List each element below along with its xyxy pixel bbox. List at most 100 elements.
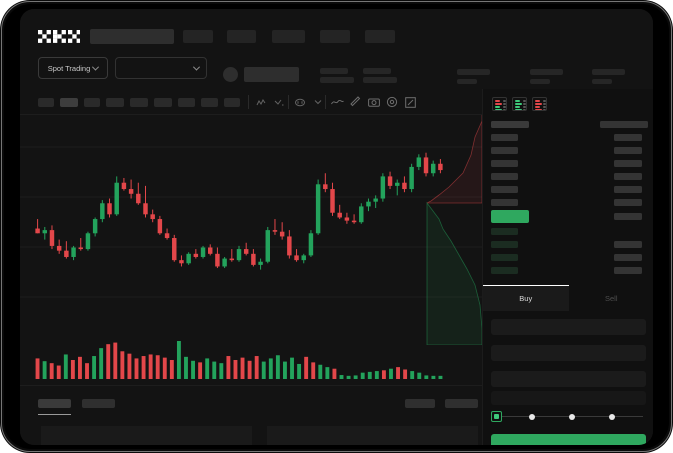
amount-field[interactable] (491, 371, 646, 387)
market-type-label: Spot Trading (47, 63, 91, 73)
tab-sell[interactable]: Sell (604, 294, 618, 303)
percent-slider-stop-75[interactable] (609, 413, 615, 420)
orderbook-ask-size (614, 186, 642, 193)
orderbook-ask-row[interactable] (491, 160, 518, 167)
orderbook-ask-size (614, 134, 642, 141)
orderbook-ask-size (614, 160, 642, 167)
top-navigation-bar (20, 9, 653, 47)
stat-6 (457, 79, 477, 84)
toolbar-divider (288, 95, 289, 109)
bottom-tab-active-underline (38, 414, 71, 416)
chart-gridlines (20, 146, 482, 298)
timeframe-3[interactable] (84, 98, 100, 107)
order-book-panel: Buy Sell (482, 89, 653, 445)
templates-icon[interactable] (293, 95, 307, 109)
orderbook-bid-row[interactable] (491, 254, 518, 261)
stat-9 (592, 69, 625, 75)
candlestick-series (35, 152, 443, 270)
order-form-tabs: Buy Sell (483, 285, 653, 311)
orderbook-ask-row[interactable] (491, 173, 518, 180)
price-chart[interactable] (20, 115, 482, 385)
timeframe-7[interactable] (178, 98, 195, 107)
orderbook-bid-size (614, 254, 642, 261)
stat-10 (592, 79, 612, 84)
orders-bottom-panel (20, 385, 482, 445)
orderbook-column-header (491, 121, 529, 128)
timeframe-1[interactable] (38, 98, 54, 107)
camera-icon[interactable] (367, 95, 381, 109)
stat-5 (457, 69, 490, 75)
orderbook-column-header (600, 121, 648, 128)
stat-1 (320, 68, 348, 74)
coin-avatar-icon (223, 67, 238, 82)
bottom-block-left (41, 426, 252, 445)
candlestick-chart-icon[interactable] (254, 95, 268, 109)
price-field[interactable] (491, 345, 646, 361)
trading-pair-selector[interactable] (115, 57, 207, 79)
toolbar-divider (325, 95, 326, 109)
stat-8 (530, 79, 550, 84)
percent-slider-handle[interactable] (491, 411, 502, 422)
tab-buy[interactable]: Buy (483, 285, 569, 311)
orderbook-bid-row[interactable] (491, 241, 518, 248)
line-chart-icon[interactable] (330, 95, 344, 109)
orderbook-ask-row[interactable] (491, 147, 518, 154)
orderbook-ask-row[interactable] (491, 199, 518, 206)
bottom-action-1[interactable] (405, 399, 435, 408)
orderbook-mode-asks-icon[interactable] (532, 97, 547, 111)
orderbook-ask-row[interactable] (491, 134, 518, 141)
bottom-tab-2[interactable] (82, 399, 115, 408)
stat-7 (530, 69, 563, 75)
nav-item-3[interactable] (272, 30, 305, 43)
timeframe-9[interactable] (224, 98, 240, 107)
orderbook-ask-size (614, 147, 642, 154)
indicators-icon[interactable] (272, 95, 286, 109)
percent-slider-stop-50[interactable] (569, 413, 575, 420)
toolbar-divider (248, 95, 249, 109)
total-field[interactable] (491, 391, 646, 405)
timeframe-6[interactable] (154, 98, 172, 107)
market-type-selector[interactable]: Spot Trading (38, 57, 108, 79)
timeframe-4[interactable] (106, 98, 124, 107)
order-type-field[interactable] (491, 319, 646, 335)
chevron-down-icon[interactable] (311, 95, 325, 109)
bottom-block-right (267, 426, 478, 445)
okx-logo-icon[interactable] (38, 30, 81, 43)
orderbook-ask-size (614, 173, 642, 180)
chevron-down-icon (92, 63, 100, 71)
stat-3 (363, 68, 391, 74)
orderbook-current-price (491, 210, 529, 223)
fullscreen-icon[interactable] (403, 95, 417, 109)
nav-item-1[interactable] (183, 30, 213, 43)
orderbook-current-size (614, 213, 642, 220)
orderbook-bid-size (614, 267, 642, 274)
stat-4 (363, 77, 397, 83)
search-field[interactable] (90, 29, 174, 44)
bottom-action-2[interactable] (445, 399, 478, 408)
bottom-tab-1[interactable] (38, 399, 71, 408)
okx-trading-app-screen: Spot Trading (20, 9, 653, 445)
stat-2 (320, 77, 354, 83)
orderbook-ask-size (614, 199, 642, 206)
nav-item-4[interactable] (320, 30, 350, 43)
volume-series (35, 341, 443, 379)
nav-item-5[interactable] (365, 30, 395, 43)
timeframe-2[interactable] (60, 98, 78, 107)
timeframe-5[interactable] (130, 98, 148, 107)
orderbook-mode-both-icon[interactable] (492, 97, 507, 111)
orderbook-ask-row[interactable] (491, 186, 518, 193)
orderbook-bid-row[interactable] (491, 228, 518, 235)
chevron-down-icon (192, 63, 201, 71)
submit-order-button[interactable] (491, 434, 646, 445)
nav-item-2[interactable] (227, 30, 256, 43)
drawing-tools-icon[interactable] (349, 95, 363, 109)
depth-chart-overlay (426, 115, 482, 345)
orderbook-bid-row[interactable] (491, 267, 518, 274)
ticker-price (244, 67, 299, 82)
orderbook-bid-size (614, 241, 642, 248)
timeframe-8[interactable] (201, 98, 218, 107)
percent-slider-stop-25[interactable] (529, 413, 535, 420)
orderbook-mode-bids-icon[interactable] (512, 97, 527, 111)
settings-gear-icon[interactable] (385, 95, 399, 109)
